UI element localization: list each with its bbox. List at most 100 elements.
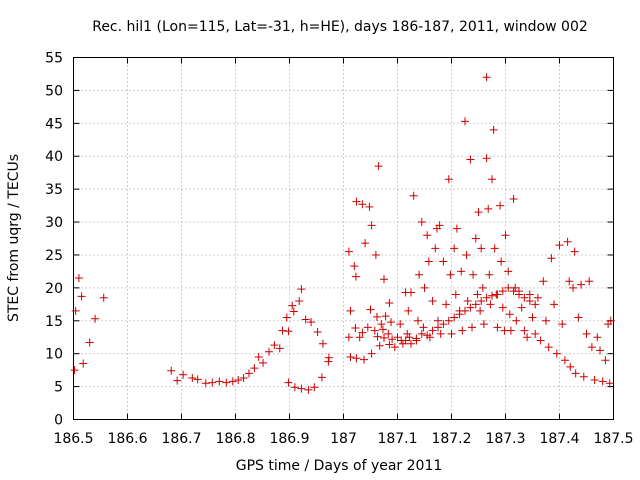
x-tick-label: 186.8 [215,431,255,447]
data-point [284,378,293,387]
data-point [488,291,496,300]
data-point [222,378,231,387]
data-point [579,372,588,381]
data-point [444,175,453,184]
data-point [275,344,284,353]
x-tick-label: 187.4 [539,431,579,447]
data-point [439,257,448,266]
data-point [351,324,360,333]
data-point [344,333,353,342]
data-point [403,329,412,338]
data-point [366,305,375,314]
data-point [505,310,514,319]
data-point [431,244,440,253]
data-point [350,262,359,271]
y-tick-label: 25 [45,248,63,264]
data-point [457,267,466,276]
data-point [461,306,469,315]
data-point [466,155,475,164]
data-point [417,329,426,338]
data-point [388,335,397,344]
data-point [498,287,507,296]
x-tick-label: 186.5 [53,431,93,447]
data-point [598,377,607,386]
data-point [387,318,396,327]
data-point [477,297,486,306]
data-point [167,366,176,375]
data-point [536,336,545,345]
data-point [270,341,279,350]
data-point [417,218,426,227]
data-point [250,364,259,373]
data-point [547,254,556,263]
data-point [70,366,79,375]
data-point [297,285,306,294]
data-point [284,327,293,336]
data-point [358,200,367,209]
data-point [396,320,405,329]
data-point [278,326,287,335]
data-point [370,326,379,335]
data-point [501,231,510,240]
data-point [179,370,188,379]
data-point [85,338,94,347]
data-point [479,320,488,329]
data-point [498,303,507,312]
data-point [566,362,575,371]
data-point [363,323,372,332]
data-point [451,290,460,299]
x-tick-label: 186.7 [161,431,201,447]
x-tick-labels: 186.5 186.6 186.7 186.8 186.9 187 187.1 187.2 18… [53,431,633,447]
y-tick-label: 35 [45,182,63,198]
data-point [587,343,596,352]
data-point [571,369,580,378]
data-point [493,290,502,299]
data-point [504,283,513,292]
data-point [450,313,459,322]
data-point [201,379,210,388]
data-point [476,306,485,315]
data-point [471,234,480,243]
x-tick-label: 187 [330,431,357,447]
data-point [544,343,553,352]
data-point [380,275,388,284]
data-point [511,283,520,292]
data-point [215,377,224,386]
data-point [533,293,542,302]
data-point [424,257,433,266]
data-point [539,277,548,286]
data-point [523,333,532,342]
data-point [455,310,464,319]
data-point [435,221,444,230]
data-point [351,272,360,281]
data-point [346,352,355,361]
data-point [390,343,399,352]
data-point [574,313,583,322]
data-point [606,316,615,325]
data-point [324,357,333,366]
data-point [245,369,253,378]
y-tick-label: 10 [45,347,63,363]
data-point [582,329,591,338]
data-point [496,201,505,210]
data-point [434,323,442,332]
y-tick-labels: 0 5 10 15 20 25 30 35 40 45 50 55 [45,51,63,429]
data-point [504,267,513,276]
data-point [404,306,413,315]
y-tick-label: 0 [54,413,63,429]
data-point [419,323,428,332]
data-point [493,323,502,332]
data-point [509,195,518,204]
data-point [301,315,310,324]
data-point [428,297,437,306]
data-point [289,307,298,316]
data-point [290,383,299,392]
data-point [282,313,291,322]
data-point [542,316,550,325]
data-point [358,328,367,337]
data-point [442,300,451,309]
data-point [310,383,319,392]
data-point [565,277,574,286]
y-tick-label: 5 [54,380,63,396]
